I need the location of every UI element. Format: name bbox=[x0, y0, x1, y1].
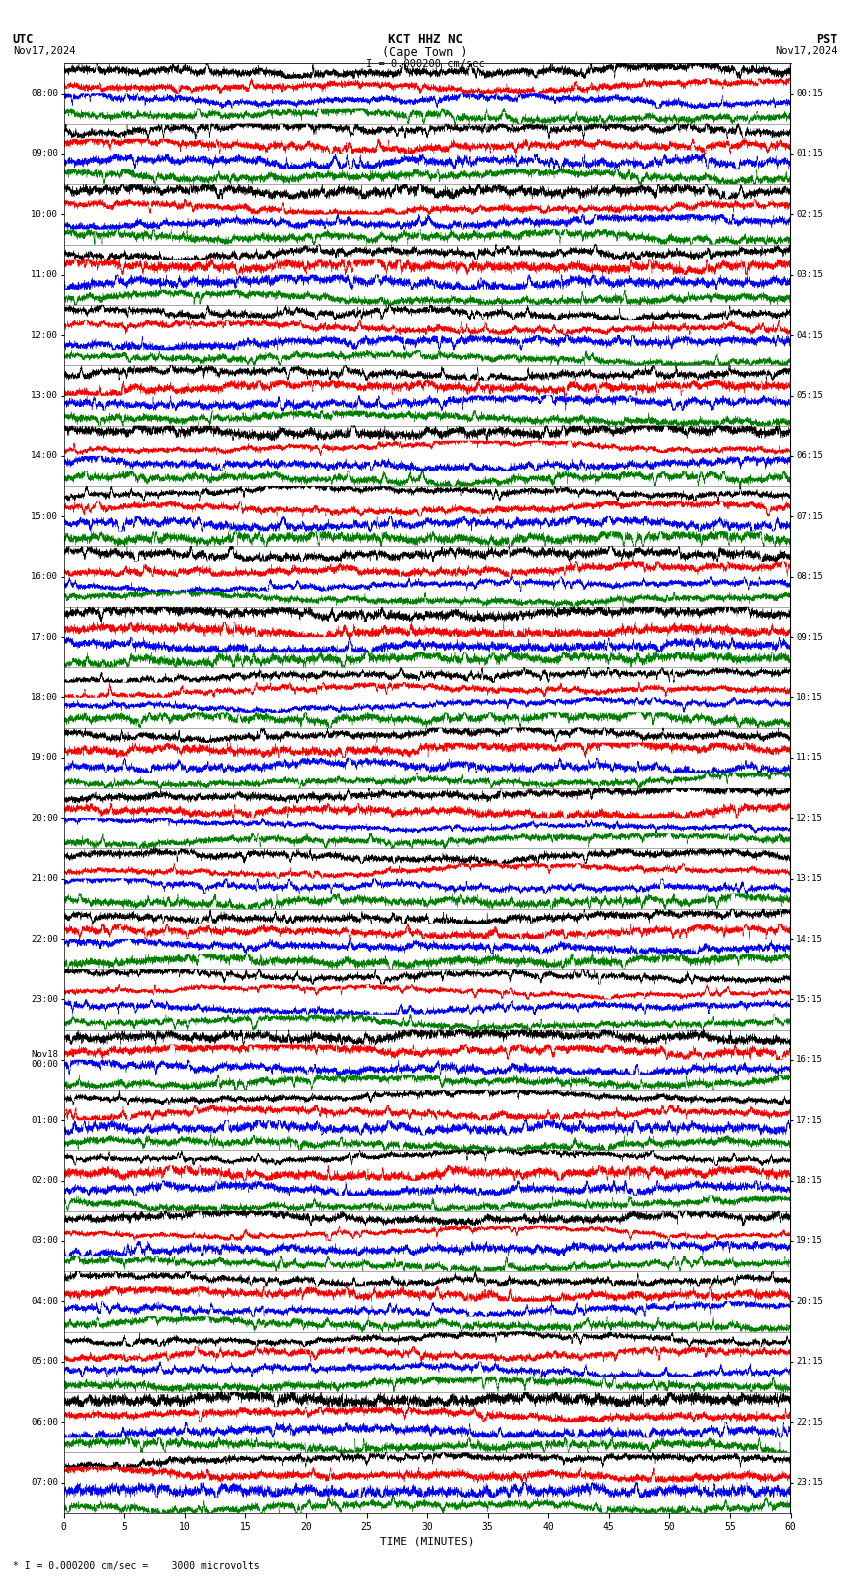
X-axis label: TIME (MINUTES): TIME (MINUTES) bbox=[380, 1536, 474, 1546]
Text: KCT HHZ NC: KCT HHZ NC bbox=[388, 33, 462, 46]
Text: Nov17,2024: Nov17,2024 bbox=[774, 46, 837, 55]
Text: PST: PST bbox=[816, 33, 837, 46]
Text: (Cape Town ): (Cape Town ) bbox=[382, 46, 468, 59]
Text: I = 0.000200 cm/sec: I = 0.000200 cm/sec bbox=[366, 59, 484, 68]
Text: Nov17,2024: Nov17,2024 bbox=[13, 46, 76, 55]
Text: * I = 0.000200 cm/sec =    3000 microvolts: * I = 0.000200 cm/sec = 3000 microvolts bbox=[13, 1562, 259, 1571]
Text: UTC: UTC bbox=[13, 33, 34, 46]
